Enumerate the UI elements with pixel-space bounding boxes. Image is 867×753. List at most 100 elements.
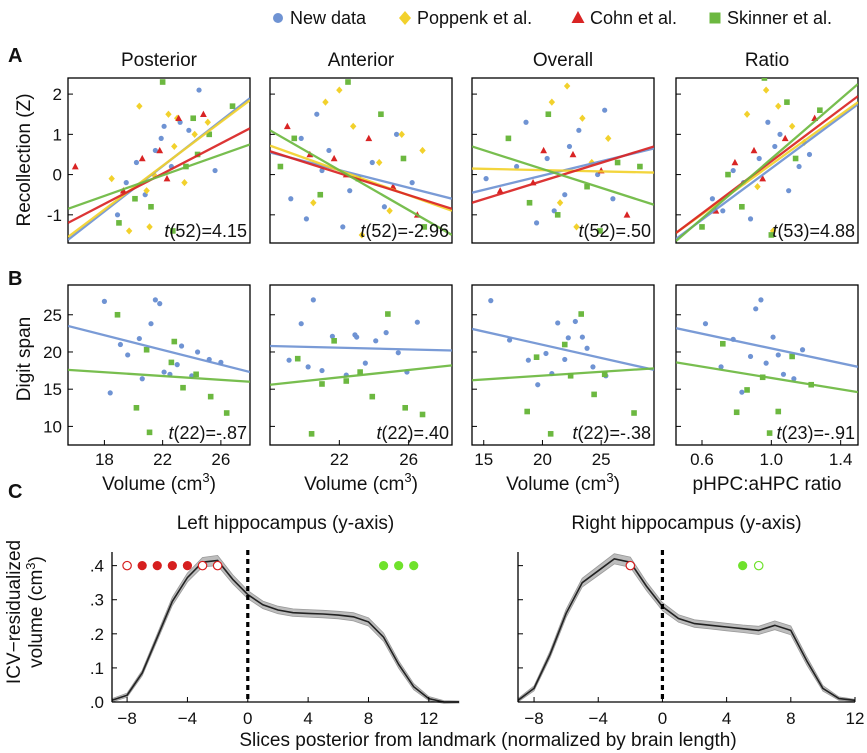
data-point-skinner-et-al: [159, 79, 166, 85]
data-point-poppenk-et-al: [548, 98, 556, 106]
data-point-skinner-et-al: [545, 111, 552, 118]
data-point-cohn-et-al: [731, 158, 739, 166]
x-tick-label: 12: [846, 709, 865, 728]
data-point-new-data: [298, 321, 304, 327]
data-point-new-data: [414, 319, 420, 325]
legend-label-cohn-et-al: Cohn et al.: [590, 8, 677, 28]
data-point-skinner-et-al: [631, 410, 637, 416]
data-point-skinner-et-al: [561, 341, 568, 348]
x-tick-label: 20: [533, 450, 552, 469]
stat-annotation: t(52)=4.15: [164, 221, 247, 241]
data-point-new-data: [739, 389, 745, 395]
sig-marker-filled-green: [738, 561, 748, 571]
data-point-skinner-et-al: [526, 199, 533, 206]
x-axis-label: pHPC:aHPC ratio: [693, 474, 842, 495]
data-point-skinner-et-al: [784, 99, 790, 105]
data-point-skinner-et-al: [146, 429, 153, 436]
sig-marker-open-red: [212, 560, 223, 571]
plot-title: Anterior: [328, 50, 395, 71]
x-tick-label: 18: [95, 450, 114, 469]
stat-annotation-value: (52)=-2.96: [365, 221, 449, 241]
stat-annotation: t(23)=-.91: [776, 423, 855, 443]
data-point-new-data: [730, 167, 736, 174]
data-point-poppenk-et-al: [322, 98, 329, 106]
stat-annotation: t(22)=-.87: [168, 423, 247, 443]
data-point-new-data: [772, 143, 778, 150]
stat-annotation-value: (22)=-.87: [173, 423, 247, 443]
panel-letter-c: C: [8, 481, 22, 503]
data-point-new-data: [152, 147, 158, 154]
data-point-new-data: [362, 360, 368, 366]
plot-frame: [269, 284, 453, 446]
x-tick-label: 4: [303, 709, 312, 728]
data-point-poppenk-et-al: [579, 114, 586, 122]
stat-annotation-value: (52)=4.15: [169, 221, 247, 241]
data-point-poppenk-et-al: [573, 223, 580, 231]
data-point-cohn-et-al: [71, 162, 79, 170]
plot-area: [472, 298, 654, 437]
data-point-skinner-et-al: [792, 155, 799, 162]
data-point-skinner-et-al: [229, 103, 236, 109]
data-point-new-data: [488, 298, 494, 304]
fit-line-skinner-et-al: [676, 361, 858, 394]
data-point-poppenk-et-al: [350, 122, 357, 130]
data-point-skinner-et-al: [421, 224, 428, 230]
data-point-skinner-et-al: [132, 195, 138, 202]
data-point-new-data: [305, 364, 311, 370]
plot-frame: [269, 77, 453, 244]
sig-marker-filled-red: [167, 561, 177, 571]
data-point-new-data: [148, 321, 154, 327]
data-point-new-data: [709, 196, 716, 202]
legend-label-poppenk-et-al: Poppenk et al.: [417, 8, 532, 28]
data-point-new-data: [117, 341, 124, 348]
data-point-skinner-et-al: [725, 171, 731, 178]
data-point-new-data: [718, 364, 724, 370]
x-axis-label: Volume (cm3): [102, 470, 216, 495]
data-point-new-data: [796, 163, 802, 170]
plot-title: Left hippocampus (y-axis): [177, 513, 395, 534]
x-tick-label: 22: [153, 450, 172, 469]
data-point-skinner-et-al: [637, 163, 643, 170]
panel-a-plot-3: Overall t(52)=.50: [471, 50, 655, 244]
data-point-new-data: [125, 352, 131, 358]
data-point-poppenk-et-al: [556, 199, 564, 207]
data-point-poppenk-et-al: [181, 179, 188, 187]
x-tick-label: 12: [419, 709, 438, 728]
data-point-skinner-et-al: [817, 107, 823, 113]
stat-annotation-t: t: [168, 423, 174, 443]
data-point-new-data: [602, 107, 608, 113]
data-point-new-data: [791, 376, 797, 382]
sig-marker-open-red: [197, 560, 208, 571]
data-point-skinner-et-al: [591, 391, 597, 398]
x-axis-label-main: Volume (cm: [506, 474, 606, 495]
x-tick-label: −8: [117, 709, 136, 728]
x-axis-label-close: ): [210, 474, 216, 495]
row-a-ylabel: Recollection (Z): [14, 93, 35, 226]
plot-frame: [675, 284, 859, 446]
data-point-new-data: [562, 192, 568, 198]
legend: New data Poppenk et al. Cohn et al. Skinner…: [273, 8, 832, 28]
fit-line-skinner-et-al: [270, 129, 452, 236]
data-point-skinner-et-al: [739, 203, 745, 210]
data-point-skinner-et-al: [733, 409, 740, 416]
panel-a-plot-4: Ratio t(53)=4.88: [675, 50, 859, 244]
data-point-new-data: [152, 297, 158, 303]
stat-annotation-value: (23)=-.91: [781, 423, 855, 443]
data-point-poppenk-et-al: [801, 138, 808, 146]
data-point-cohn-et-al: [175, 114, 183, 122]
data-point-skinner-et-al: [505, 135, 512, 142]
data-point-new-data: [576, 127, 582, 133]
y-tick-label: 1: [53, 125, 62, 144]
data-point-skinner-et-al: [614, 159, 621, 166]
x-tick-label: 15: [474, 450, 493, 469]
y-tick-label: 15: [43, 380, 62, 399]
data-point-new-data: [566, 143, 573, 150]
data-point-new-data: [340, 224, 346, 230]
data-point-new-data: [720, 208, 726, 214]
data-point-new-data: [763, 360, 769, 366]
sig-marker-filled-red: [137, 561, 147, 571]
stat-annotation-value: (52)=.50: [583, 221, 651, 241]
data-point-skinner-et-al: [597, 228, 603, 234]
data-point-poppenk-et-al: [358, 231, 366, 239]
data-point-skinner-et-al: [554, 212, 561, 218]
